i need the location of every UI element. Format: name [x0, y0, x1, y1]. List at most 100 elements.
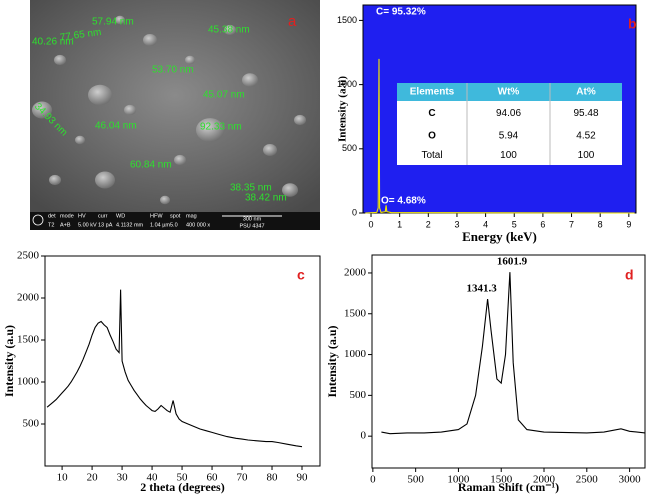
- sem-info-header: det: [48, 213, 56, 219]
- panel-label: c: [297, 267, 305, 283]
- sem-info-value: 5.00 kV: [78, 222, 97, 228]
- table-header: Elements: [410, 87, 455, 98]
- sem-particle: [294, 114, 306, 126]
- table-cell: 100: [500, 150, 517, 161]
- sem-info-header: mag: [186, 213, 197, 219]
- sem-particle: [174, 154, 186, 166]
- sem-particle: [160, 195, 170, 205]
- sem-info-header: WD: [116, 213, 125, 219]
- sem-particle: [143, 34, 157, 46]
- x-tick-label: 1000: [447, 474, 470, 486]
- x-tick-label: 30: [117, 472, 129, 484]
- table-cell: Total: [421, 150, 442, 161]
- sem-info-value: T2: [48, 222, 54, 228]
- table-cell: 95.48: [573, 108, 598, 119]
- sem-particle: [75, 135, 85, 145]
- peak-label: 1601.9: [497, 256, 528, 268]
- panel-label: b: [628, 16, 637, 32]
- sem-info-value: 400 000 x: [186, 222, 210, 228]
- panel-label: d: [625, 267, 634, 283]
- x-tick-label: 4: [483, 219, 488, 229]
- table-cell: 94.06: [496, 108, 521, 119]
- size-label: 40.26 nm: [32, 37, 74, 48]
- x-tick-label: 90: [297, 472, 309, 484]
- sem-particle: [88, 84, 112, 106]
- panel-label: a: [288, 13, 297, 30]
- y-tick-label: 1500: [337, 15, 357, 25]
- sem-info-value: 1.04 µm: [150, 222, 170, 228]
- x-tick-label: 70: [237, 472, 249, 484]
- table-cell: C: [428, 108, 435, 119]
- x-tick-label: 40: [147, 472, 159, 484]
- y-tick-label: 1500: [17, 334, 40, 346]
- x-tick-label: 0: [370, 474, 376, 486]
- table-header-bg: [397, 83, 622, 101]
- x-tick-label: 0: [369, 219, 374, 229]
- x-tick-label: 6: [540, 219, 545, 229]
- logo: [32, 214, 44, 226]
- sem-particle: [263, 144, 277, 156]
- x-tick-label: 80: [267, 472, 279, 484]
- data-line: [365, 58, 635, 214]
- table-cell: 100: [578, 150, 595, 161]
- sem-particle: [95, 171, 115, 189]
- sem-particle: [49, 174, 61, 186]
- sem-info-value: 4.1132 mm: [116, 222, 144, 228]
- size-label: 57.94 nm: [92, 17, 134, 28]
- x-axis-label: 2 theta (degrees): [140, 480, 224, 494]
- x-tick-label: 60: [207, 472, 219, 484]
- y-tick-label: 1000: [337, 79, 357, 89]
- y-tick-label: 2000: [344, 266, 367, 278]
- x-tick-label: 2: [426, 219, 431, 229]
- sem-particle: [32, 101, 52, 119]
- x-tick-label: 2000: [533, 474, 556, 486]
- sem-info-value: A+B: [60, 222, 71, 228]
- peak-label: 1341.3: [467, 283, 498, 295]
- y-tick-label: 500: [350, 389, 367, 401]
- x-tick-label: 2500: [576, 474, 599, 486]
- sem-info-header: HFW: [150, 213, 163, 219]
- sem-image: [30, 0, 320, 212]
- x-tick-label: 9: [626, 219, 631, 229]
- sem-info-value: 5.0: [170, 222, 178, 228]
- y-tick-label: 1000: [17, 376, 40, 388]
- table-header: Wt%: [498, 87, 520, 98]
- size-label: 46.04 nm: [95, 121, 137, 132]
- x-tick-label: 5: [512, 219, 517, 229]
- peak-annotation: C= 95.32%: [376, 7, 426, 18]
- size-label: 45.38 nm: [208, 25, 250, 36]
- x-tick-label: 50: [177, 472, 189, 484]
- sem-id: PSU 4347: [239, 223, 264, 229]
- scale-text: 300 nm: [243, 216, 262, 222]
- y-tick-label: 1000: [344, 348, 367, 360]
- size-label: 38.35 nm: [230, 183, 272, 194]
- x-axis-label: Raman Shift (cm⁻¹): [458, 480, 559, 494]
- sem-info-value: 13 pA: [98, 222, 113, 228]
- size-label: 38.42 nm: [245, 193, 287, 204]
- sem-info-header: HV: [78, 213, 86, 219]
- sem-info-header: spot: [170, 213, 181, 219]
- x-tick-label: 8: [598, 219, 603, 229]
- sem-particle: [185, 55, 195, 65]
- y-tick-label: 500: [342, 143, 357, 153]
- size-label: 60.84 nm: [130, 160, 172, 171]
- sem-particle: [282, 183, 298, 197]
- data-line: [381, 272, 646, 435]
- sem-particle: [196, 118, 224, 142]
- size-label: 92.33 nm: [200, 122, 242, 133]
- y-tick-label: 500: [23, 418, 40, 430]
- sem-particle: [242, 73, 258, 87]
- y-tick-label: 2500: [17, 250, 40, 262]
- sem-info-header: mode: [60, 213, 74, 219]
- y-axis-label: Intensity (a.u): [325, 325, 339, 397]
- y-tick-label: 0: [352, 207, 357, 217]
- y-tick-label: 1500: [344, 307, 367, 319]
- x-tick-label: 10: [57, 472, 69, 484]
- table-cell: O: [428, 131, 436, 142]
- x-axis-label: Energy (keV): [462, 229, 537, 244]
- data-line: [46, 289, 303, 448]
- table-cell: 4.52: [576, 131, 596, 142]
- x-tick-label: 3: [454, 219, 459, 229]
- sem-info-header: curr: [98, 213, 108, 219]
